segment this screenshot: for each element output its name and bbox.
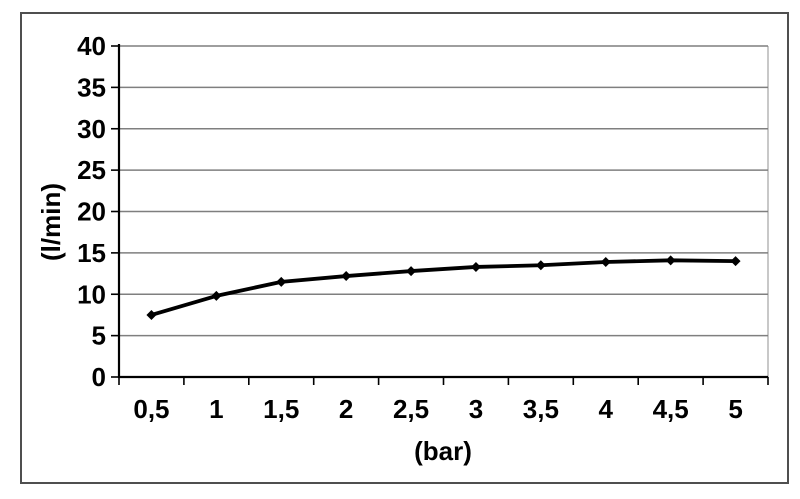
series-marker-3 xyxy=(276,276,287,287)
x-tick-label-7: 3,5 xyxy=(523,394,559,424)
x-tick-label-9: 4,5 xyxy=(653,394,689,424)
x-axis-title: (bar) xyxy=(414,436,472,466)
chart-generated-layer: 0 5 10 15 20 25 30 35 40 0,5 1 1,5 2 2,5 3 3,5 4 4,5 5 xyxy=(20,12,789,484)
y-tick-label-35: 35 xyxy=(77,72,106,102)
x-tick-label-4: 2 xyxy=(339,394,353,424)
x-tick-label-10: 5 xyxy=(728,394,742,424)
series-marker-4 xyxy=(341,271,352,282)
series-marker-8 xyxy=(600,256,611,267)
y-tick-label-30: 30 xyxy=(77,114,106,144)
y-tick-label-15: 15 xyxy=(77,238,106,268)
chart-border xyxy=(20,12,789,484)
y-tick-label-40: 40 xyxy=(77,31,106,61)
y-tick-label-5: 5 xyxy=(92,321,106,351)
y-tick-label-0: 0 xyxy=(92,362,106,392)
x-tick-label-1: 0,5 xyxy=(133,394,169,424)
series-marker-10 xyxy=(730,256,741,267)
series-marker-6 xyxy=(470,261,481,272)
series-marker-9 xyxy=(665,255,676,266)
series-marker-7 xyxy=(535,260,546,271)
x-tick-label-3: 1,5 xyxy=(263,394,299,424)
series-marker-5 xyxy=(406,266,417,277)
x-tick-label-2: 1 xyxy=(209,394,223,424)
y-axis-title: (l/min) xyxy=(36,183,66,261)
series-marker-1 xyxy=(146,309,157,320)
y-tick-label-20: 20 xyxy=(77,197,106,227)
x-tick-label-5: 2,5 xyxy=(393,394,429,424)
x-tick-label-6: 3 xyxy=(469,394,483,424)
y-tick-label-10: 10 xyxy=(77,279,106,309)
x-tick-label-8: 4 xyxy=(599,394,614,424)
y-tick-label-25: 25 xyxy=(77,155,106,185)
series-line xyxy=(149,258,738,317)
series-marker-2 xyxy=(211,290,222,301)
